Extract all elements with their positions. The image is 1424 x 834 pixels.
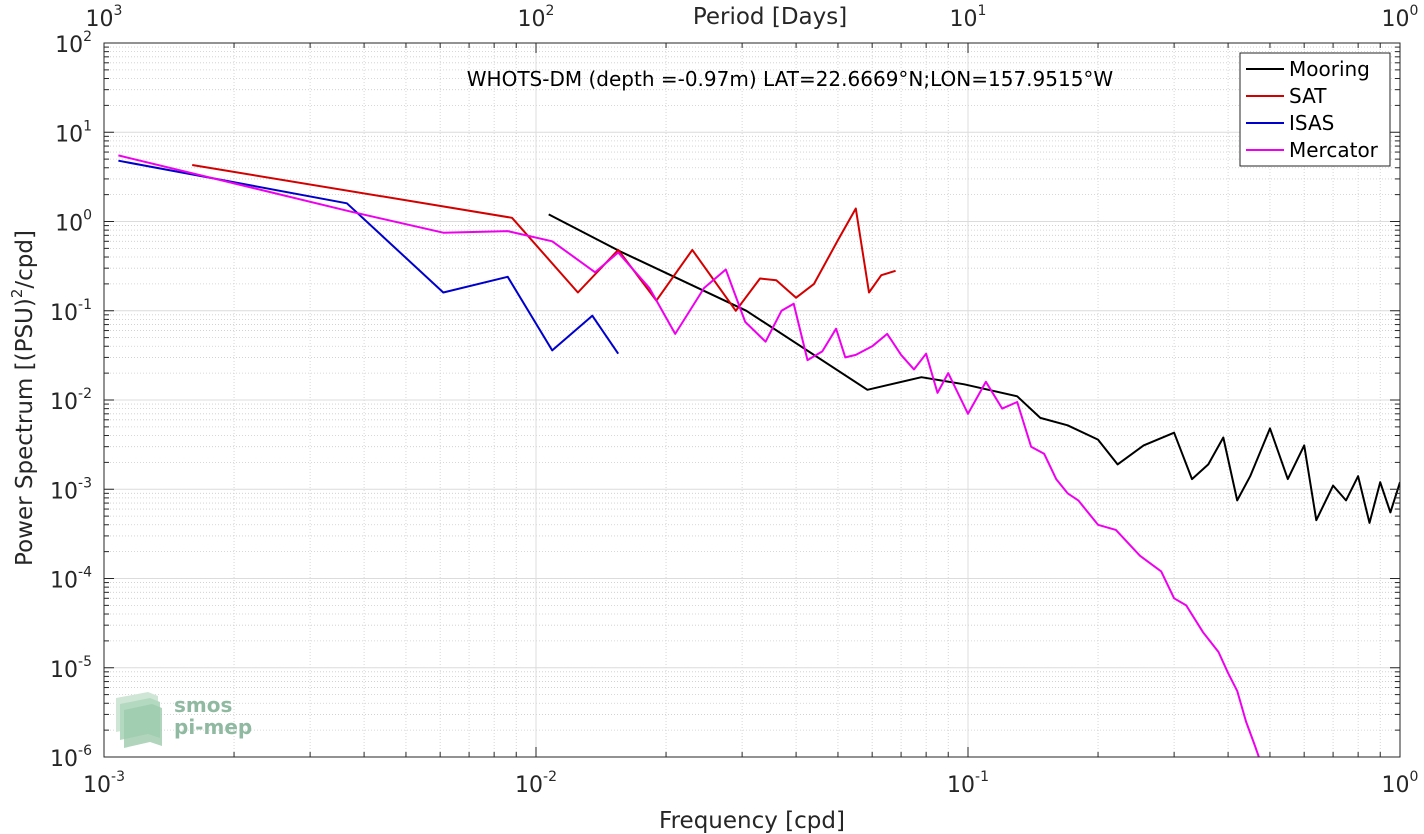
- logo-text-line2: pi-mep: [174, 715, 252, 739]
- series-line-sat: [192, 164, 896, 312]
- logo-wave-3: [124, 704, 162, 748]
- top-tick-label: 102: [518, 3, 555, 32]
- top-tick-label: 100: [1382, 3, 1419, 32]
- logo-text-line1: smos: [174, 693, 232, 717]
- y-tick-label: 10-2: [50, 386, 92, 415]
- top-tick-label: 101: [950, 3, 987, 32]
- y-tick-label: 10-6: [50, 743, 92, 772]
- top-axis-label: Period [Days]: [693, 4, 847, 30]
- y-tick-label: 101: [55, 118, 92, 147]
- y-tick-label: 102: [55, 29, 92, 58]
- y-tick-label: 10-4: [50, 565, 92, 594]
- series-line-mercator: [118, 154, 1260, 757]
- y-axis-label: Power Spectrum [(PSU)2/cpd]: [8, 230, 38, 566]
- y-tick-label: 10-1: [50, 297, 92, 326]
- y-tick-label: 10-3: [50, 475, 92, 504]
- x-tick-label: 10-2: [515, 769, 557, 798]
- legend-label-mooring: Mooring: [1289, 57, 1370, 81]
- legend-box: [1239, 52, 1391, 167]
- series-line-isas: [118, 159, 620, 355]
- legend-label-mercator: Mercator: [1289, 138, 1379, 162]
- x-axis-label: Frequency [cpd]: [659, 808, 845, 834]
- y-axis-label-sup: 2: [8, 289, 26, 299]
- y-tick-label: 100: [55, 208, 92, 237]
- chart-title: WHOTS-DM (depth =-0.97m) LAT=22.6669°N;L…: [467, 67, 1114, 91]
- x-tick-label: 10-1: [947, 769, 989, 798]
- legend-label-sat: SAT: [1289, 84, 1327, 108]
- x-tick-label: 100: [1382, 769, 1419, 798]
- y-axis-label-main: Power Spectrum [(PSU): [12, 298, 38, 566]
- series-layer: [118, 154, 1400, 757]
- top-tick-label: 103: [86, 3, 123, 32]
- y-tick-label: 10-5: [50, 654, 92, 683]
- smos-pi-mep-logo: smos pi-mep: [116, 692, 252, 748]
- legend: Mooring SAT ISAS Mercator: [1239, 52, 1391, 167]
- tick-marks: [103, 42, 1401, 758]
- x-tick-label: 10-3: [83, 769, 125, 798]
- legend-label-isas: ISAS: [1289, 111, 1334, 135]
- series-line-mooring: [548, 213, 1400, 524]
- y-axis-label-tail: /cpd]: [12, 230, 38, 289]
- legend-entries: Mooring SAT ISAS Mercator: [1246, 57, 1379, 162]
